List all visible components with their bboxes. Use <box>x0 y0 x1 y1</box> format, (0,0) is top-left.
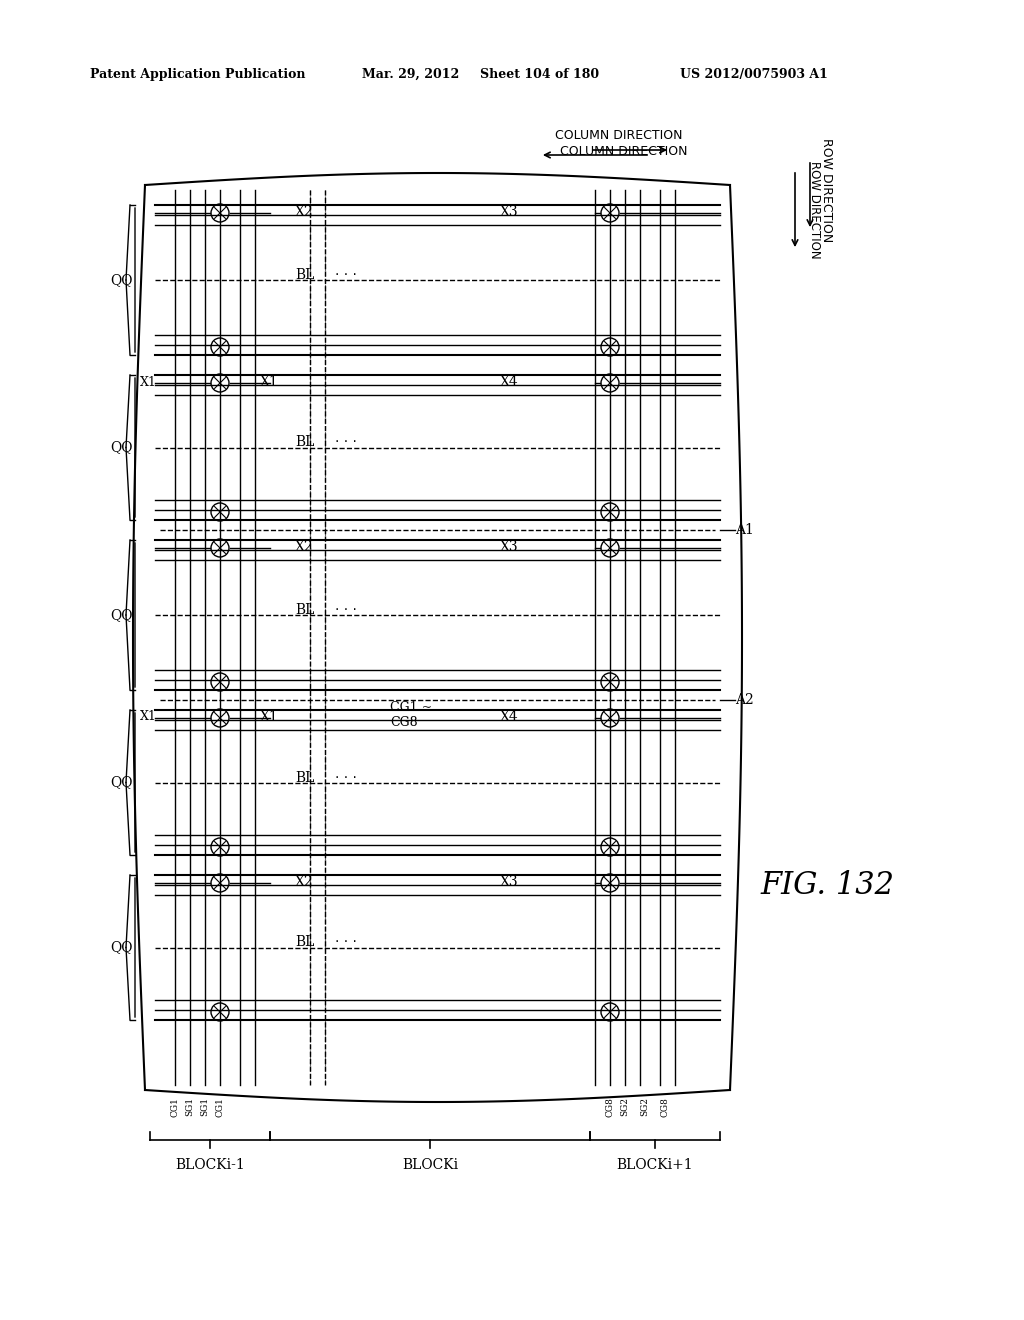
Text: X4: X4 <box>500 710 519 723</box>
Text: BLOCKi-1: BLOCKi-1 <box>175 1158 245 1172</box>
Text: SG1: SG1 <box>201 1097 210 1117</box>
Text: BL: BL <box>295 771 314 784</box>
Text: FIG. 132: FIG. 132 <box>760 870 894 902</box>
Text: Patent Application Publication: Patent Application Publication <box>90 69 305 81</box>
Text: QQ: QQ <box>110 441 132 454</box>
Text: QQ: QQ <box>110 609 132 622</box>
Text: BLOCKi: BLOCKi <box>402 1158 458 1172</box>
Text: QQ: QQ <box>110 273 132 286</box>
Text: CG8: CG8 <box>605 1097 614 1117</box>
Text: BL: BL <box>295 268 314 282</box>
Text: QQ: QQ <box>110 940 132 954</box>
Text: ROW DIRECTION: ROW DIRECTION <box>820 137 833 242</box>
Text: A2: A2 <box>735 693 754 708</box>
Text: X3: X3 <box>500 540 518 554</box>
Text: Mar. 29, 2012: Mar. 29, 2012 <box>362 69 459 81</box>
Text: BL: BL <box>295 936 314 949</box>
Text: SG2: SG2 <box>640 1097 649 1115</box>
Text: BLOCKi+1: BLOCKi+1 <box>616 1158 693 1172</box>
Text: SG1: SG1 <box>185 1097 195 1117</box>
Text: X1: X1 <box>140 710 157 723</box>
Text: CG1: CG1 <box>171 1097 179 1117</box>
Text: X2: X2 <box>295 875 313 888</box>
Text: · · ·: · · · <box>335 268 357 282</box>
Text: BL: BL <box>295 436 314 450</box>
Text: QQ: QQ <box>110 776 132 789</box>
Text: CG1: CG1 <box>215 1097 224 1117</box>
Text: CG1 ~
CG8: CG1 ~ CG8 <box>390 701 432 729</box>
Text: CG8: CG8 <box>660 1097 670 1117</box>
Text: COLUMN DIRECTION: COLUMN DIRECTION <box>560 145 687 158</box>
Text: · · ·: · · · <box>335 771 357 784</box>
Text: X2: X2 <box>295 205 313 219</box>
Text: X1: X1 <box>140 375 157 388</box>
Text: SG2: SG2 <box>621 1097 630 1115</box>
Text: X4: X4 <box>500 375 519 389</box>
Text: X3: X3 <box>500 875 518 888</box>
Text: · · ·: · · · <box>335 436 357 450</box>
Text: ROW DIRECTION: ROW DIRECTION <box>808 161 821 259</box>
Text: X3: X3 <box>500 205 518 219</box>
Text: X2: X2 <box>295 540 313 554</box>
Text: · · ·: · · · <box>335 936 357 949</box>
Text: X1: X1 <box>260 710 279 723</box>
Text: US 2012/0075903 A1: US 2012/0075903 A1 <box>680 69 827 81</box>
Text: Sheet 104 of 180: Sheet 104 of 180 <box>480 69 599 81</box>
Text: COLUMN DIRECTION: COLUMN DIRECTION <box>555 129 683 143</box>
Text: A1: A1 <box>735 523 754 537</box>
Text: BL: BL <box>295 603 314 616</box>
Text: X1: X1 <box>260 375 279 389</box>
Text: · · ·: · · · <box>335 603 357 616</box>
